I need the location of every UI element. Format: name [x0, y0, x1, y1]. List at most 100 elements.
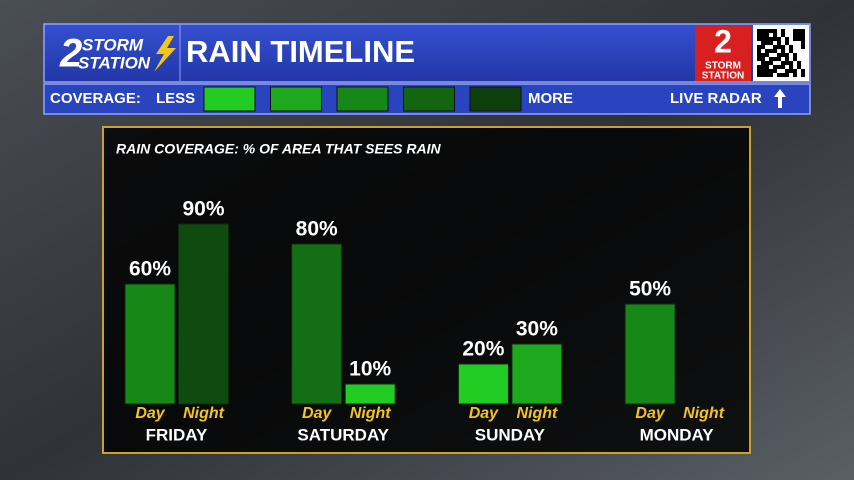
- qr-cell: [797, 37, 801, 41]
- qr-cell: [785, 73, 789, 77]
- qr-cell: [789, 69, 793, 73]
- value-label: 90%: [182, 198, 224, 221]
- qr-cell: [761, 53, 765, 57]
- legend-swatch: [403, 86, 455, 112]
- title-bar: [43, 23, 811, 83]
- coverage-label: COVERAGE:: [50, 90, 141, 107]
- series-label: Night: [183, 405, 225, 422]
- qr-cell: [773, 45, 777, 49]
- qr-cell: [801, 33, 805, 37]
- qr-cell: [801, 73, 805, 77]
- series-label: Night: [350, 405, 392, 422]
- qr-cell: [785, 61, 789, 65]
- qr-cell: [781, 49, 785, 53]
- qr-cell: [773, 49, 777, 53]
- qr-cell: [801, 41, 805, 45]
- qr-cell: [761, 29, 765, 33]
- value-label: 30%: [516, 318, 558, 341]
- qr-cell: [785, 69, 789, 73]
- qr-cell: [785, 37, 789, 41]
- qr-cell: [785, 57, 789, 61]
- qr-cell: [781, 65, 785, 69]
- qr-pattern: [757, 29, 805, 77]
- qr-cell: [781, 53, 785, 57]
- qr-cell: [761, 57, 765, 61]
- bar: [457, 363, 509, 405]
- bar: [344, 383, 396, 405]
- qr-cell: [801, 45, 805, 49]
- qr-cell: [773, 33, 777, 37]
- qr-cell: [777, 41, 781, 45]
- qr-cell: [797, 61, 801, 65]
- series-label: Day: [135, 405, 165, 422]
- qr-cell: [761, 73, 765, 77]
- qr-cell: [773, 69, 777, 73]
- qr-cell: [761, 65, 765, 69]
- qr-cell: [757, 53, 761, 57]
- value-label: 60%: [129, 258, 171, 281]
- qr-cell: [761, 37, 765, 41]
- qr-cell: [789, 61, 793, 65]
- value-label: 20%: [462, 338, 504, 361]
- qr-cell: [761, 45, 765, 49]
- station-logo-top: STORM: [705, 61, 741, 72]
- qr-cell: [769, 69, 773, 73]
- logo-bolt: [154, 36, 176, 72]
- qr-cell: [785, 41, 789, 45]
- qr-cell: [765, 49, 769, 53]
- qr-cell: [801, 29, 805, 33]
- qr-cell: [761, 33, 765, 37]
- qr-cell: [797, 65, 801, 69]
- qr-cell: [777, 45, 781, 49]
- chart-subtitle: RAIN COVERAGE: % OF AREA THAT SEES RAIN: [116, 141, 442, 157]
- qr-cell: [773, 57, 777, 61]
- qr-cell: [757, 45, 761, 49]
- qr-cell: [797, 29, 801, 33]
- legend-swatch: [469, 86, 522, 112]
- qr-cell: [793, 73, 797, 77]
- station-logo-number: 2: [714, 23, 732, 59]
- qr-cell: [777, 73, 781, 77]
- more-label: MORE: [528, 90, 573, 107]
- qr-cell: [769, 37, 773, 41]
- qr-cell: [781, 61, 785, 65]
- qr-cell: [801, 37, 805, 41]
- qr-cell: [789, 49, 793, 53]
- qr-cell: [757, 33, 761, 37]
- qr-cell: [769, 73, 773, 77]
- value-label: 10%: [349, 358, 391, 381]
- qr-cell: [769, 49, 773, 53]
- legend-swatch: [270, 86, 322, 112]
- live-radar: LIVE RADAR: [670, 90, 762, 107]
- qr-cell: [757, 65, 761, 69]
- qr-cell: [765, 37, 769, 41]
- logo-number: 2: [59, 32, 82, 76]
- legend-swatch: [203, 86, 256, 112]
- qr-cell: [773, 29, 777, 33]
- qr-cell: [757, 37, 761, 41]
- station-logo: [695, 25, 751, 81]
- qr-cell: [777, 57, 781, 61]
- qr-cell: [793, 57, 797, 61]
- qr-cell: [757, 69, 761, 73]
- x-tick-label: SATURDAY: [297, 425, 389, 444]
- qr-cell: [781, 73, 785, 77]
- qr-cell: [765, 53, 769, 57]
- qr-cell: [789, 45, 793, 49]
- station-logo-bottom: STATION: [702, 71, 744, 82]
- qr-cell: [785, 53, 789, 57]
- qr-cell: [765, 69, 769, 73]
- qr-cell: [773, 65, 777, 69]
- qr-cell: [765, 73, 769, 77]
- qr-cell: [773, 37, 777, 41]
- qr-cell: [789, 65, 793, 69]
- qr-cell: [781, 29, 785, 33]
- qr-cell: [765, 29, 769, 33]
- bar: [624, 303, 676, 405]
- qr-cell: [761, 69, 765, 73]
- series-label: Day: [635, 405, 665, 422]
- qr-cell: [801, 69, 805, 73]
- value-label: 50%: [629, 278, 671, 301]
- qr-cell: [793, 69, 797, 73]
